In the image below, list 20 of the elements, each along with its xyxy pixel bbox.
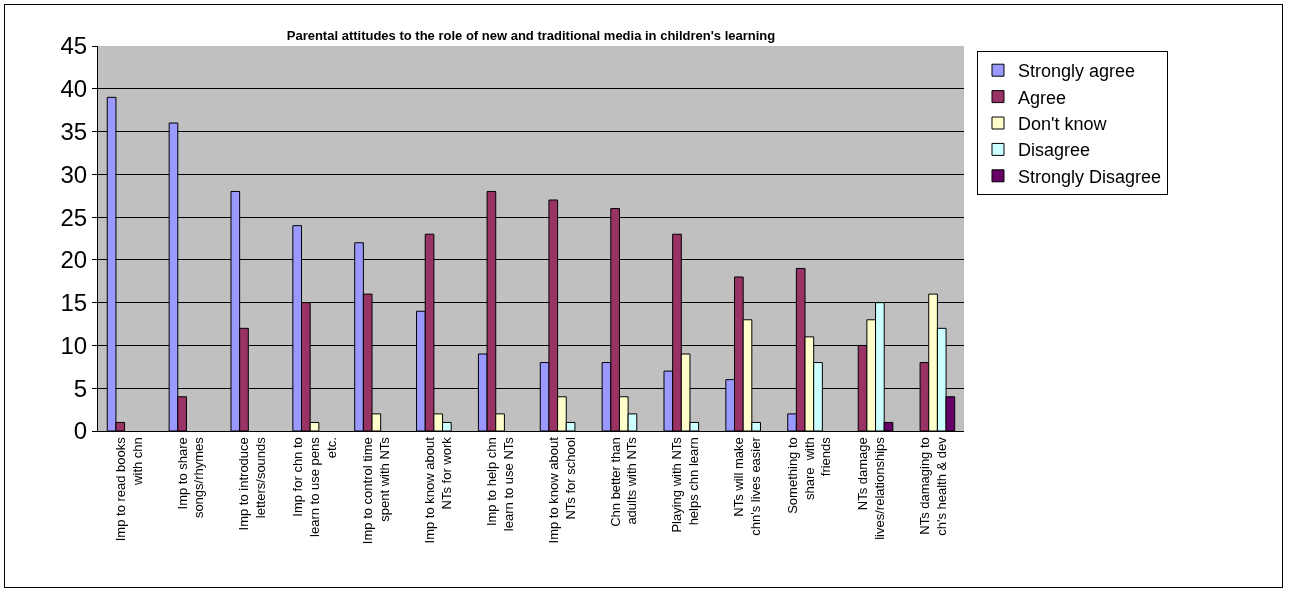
x-tick-label: Imp to help chn learn to use NTs [483,436,516,532]
x-tick-label: Imp for chn to learn to use pens etc. [289,436,339,537]
chart-title: Parental attitudes to the role of new and traditional media in children's learning [286,28,776,44]
y-tick-label: 10 [60,331,88,359]
legend-label: Agree [1017,87,1067,108]
y-tick-label: 15 [60,289,88,317]
y-tick-label: 30 [60,160,88,188]
x-tick-label: Chn better than adults with NTs [607,436,640,527]
y-tick-label: 25 [60,203,88,231]
y-tick-label: 45 [60,32,88,60]
legend-label: Strongly Disagree [1017,166,1162,187]
y-tick-label: 20 [60,246,88,274]
y-tick-label: 35 [60,117,88,145]
y-tick-label: 40 [60,75,88,103]
y-tick-label: 5 [73,374,88,402]
legend-label: Don't know [1017,114,1108,135]
x-tick-label: Imp to read books with chn [112,436,145,542]
legend-label: Disagree [1017,140,1091,161]
legend-label: Strongly agree [1017,61,1136,82]
y-tick-label: 0 [73,417,88,445]
